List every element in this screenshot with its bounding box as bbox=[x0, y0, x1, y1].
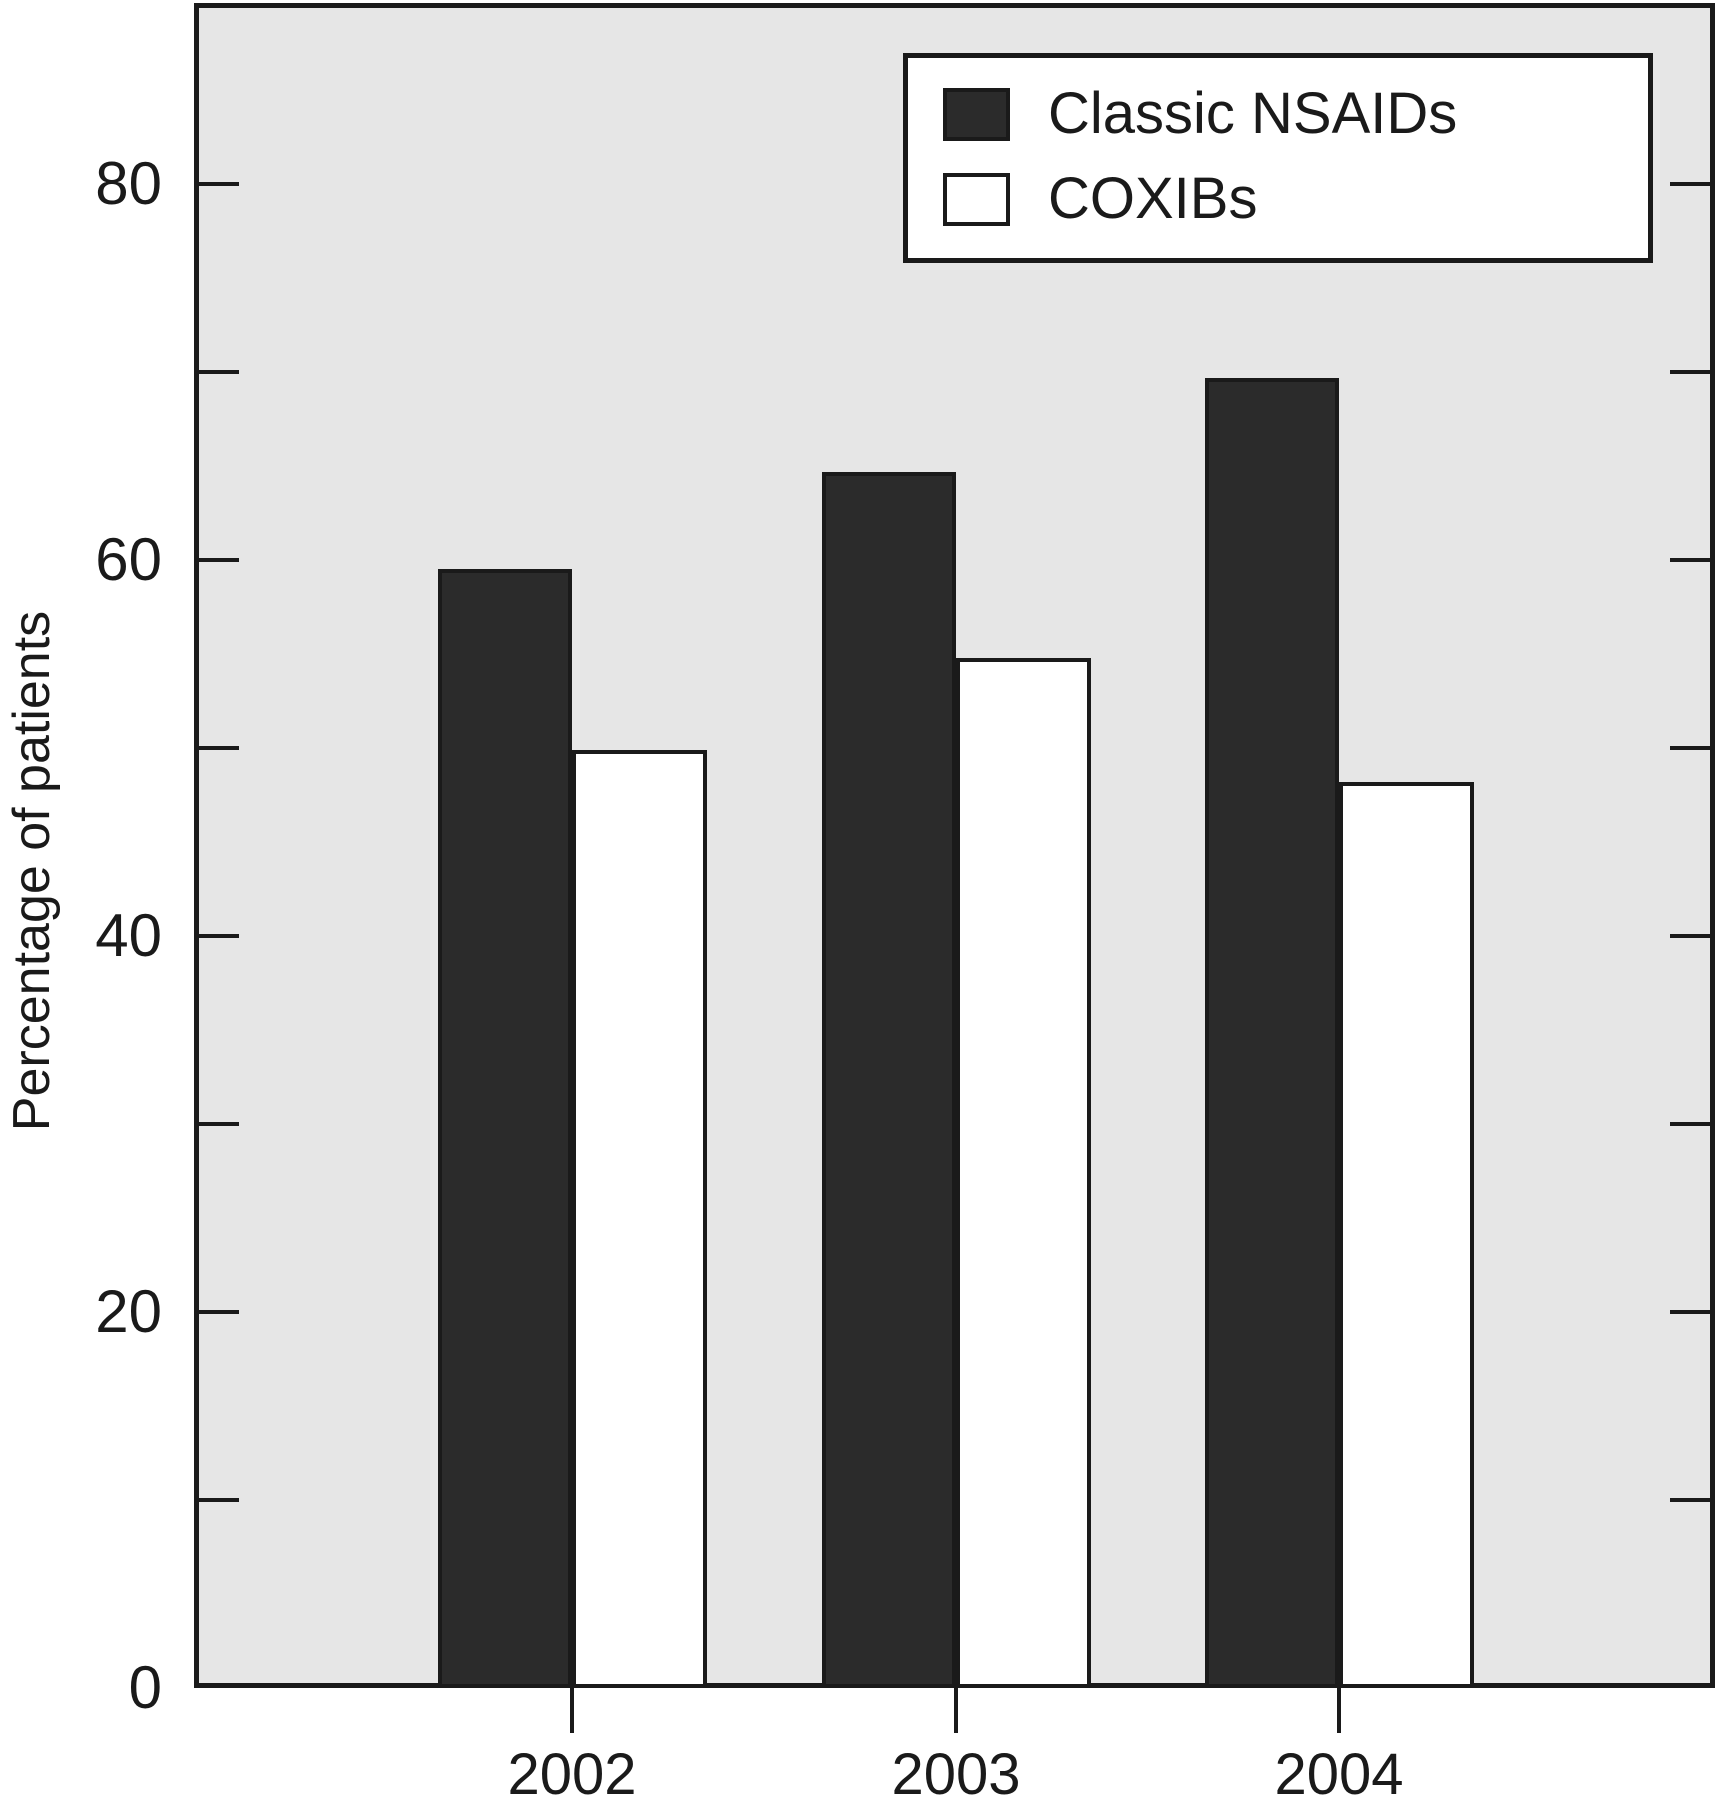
y-tick-right-60 bbox=[1670, 558, 1710, 562]
y-axis-title: Percentage of patients bbox=[3, 610, 61, 1132]
legend-label-classic-nsaids: Classic NSAIDs bbox=[1048, 81, 1458, 146]
bar-coxibs-2004 bbox=[1339, 781, 1474, 1688]
y-tick-left-80 bbox=[199, 182, 239, 186]
legend: Classic NSAIDs COXIBs bbox=[903, 53, 1653, 263]
y-tick-left-40 bbox=[199, 934, 239, 938]
y-tick-left-50 bbox=[199, 746, 239, 750]
bar-coxibs-2003 bbox=[956, 657, 1091, 1688]
y-tick-right-40 bbox=[1670, 934, 1710, 938]
bar-classic-nsaids-2004 bbox=[1205, 377, 1339, 1688]
legend-item-classic-nsaids: Classic NSAIDs bbox=[943, 81, 1458, 146]
x-tick-2002 bbox=[570, 1688, 574, 1733]
y-tick-right-10 bbox=[1670, 1498, 1710, 1502]
bar-classic-nsaids-2003 bbox=[822, 471, 956, 1688]
y-tick-right-70 bbox=[1670, 370, 1710, 374]
legend-swatch-dark bbox=[943, 87, 1010, 141]
bar-classic-nsaids-2002 bbox=[438, 569, 572, 1688]
x-tick-label-2004: 2004 bbox=[1274, 1742, 1404, 1807]
bar-coxibs-2002 bbox=[572, 749, 707, 1688]
y-tick-right-50 bbox=[1670, 746, 1710, 750]
x-tick-2003 bbox=[954, 1688, 958, 1733]
x-tick-label-2003: 2003 bbox=[891, 1742, 1021, 1807]
y-tick-left-30 bbox=[199, 1122, 239, 1126]
legend-swatch-white bbox=[943, 172, 1010, 226]
legend-item-coxibs: COXIBs bbox=[943, 166, 1258, 231]
y-tick-label-80: 80 bbox=[95, 150, 162, 217]
x-tick-label-2002: 2002 bbox=[507, 1742, 637, 1807]
x-tick-2004 bbox=[1337, 1688, 1341, 1733]
y-tick-label-0: 0 bbox=[128, 1654, 162, 1721]
y-tick-right-30 bbox=[1670, 1122, 1710, 1126]
y-tick-left-20 bbox=[199, 1310, 239, 1314]
y-tick-label-20: 20 bbox=[95, 1278, 162, 1345]
y-tick-left-60 bbox=[199, 558, 239, 562]
legend-label-coxibs: COXIBs bbox=[1048, 166, 1258, 231]
y-tick-right-80 bbox=[1670, 182, 1710, 186]
y-tick-left-70 bbox=[199, 370, 239, 374]
y-tick-label-60: 60 bbox=[95, 526, 162, 593]
y-tick-right-20 bbox=[1670, 1310, 1710, 1314]
y-tick-left-10 bbox=[199, 1498, 239, 1502]
y-tick-label-40: 40 bbox=[95, 902, 162, 969]
